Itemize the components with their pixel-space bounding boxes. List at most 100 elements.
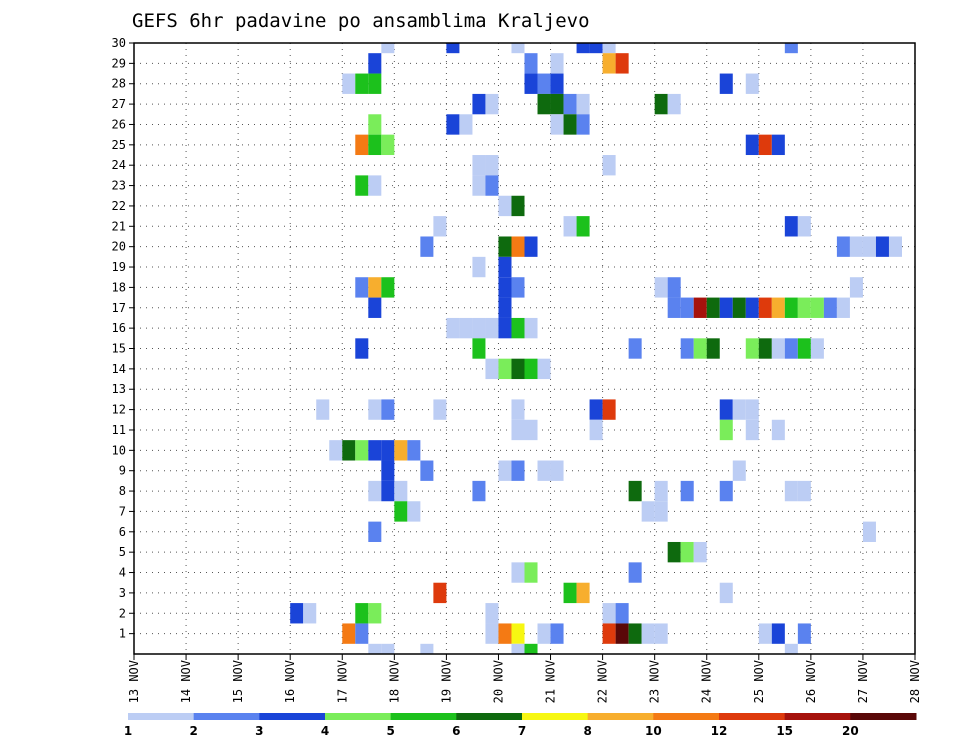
colorbar-label: 10: [645, 724, 662, 738]
precip-cell: [472, 175, 486, 196]
x-tick-label: 15 NOV: [231, 660, 245, 703]
x-tick-label: 13 NOV: [127, 660, 141, 703]
colorbar-label: 8: [583, 724, 591, 738]
colorbar-swatch: [456, 713, 523, 720]
precip-cell: [693, 297, 707, 318]
precip-cell: [680, 297, 694, 318]
precip-cell: [524, 643, 538, 654]
precip-cell: [654, 501, 668, 522]
y-tick-label: 2: [119, 606, 126, 620]
precip-cell: [446, 43, 460, 54]
precip-cell: [784, 480, 798, 502]
precip-cell: [797, 297, 811, 318]
precip-cell: [628, 480, 642, 502]
precip-cell: [381, 643, 395, 654]
colorbar-swatch: [587, 713, 654, 720]
precip-cell: [355, 338, 369, 359]
precip-cell: [680, 338, 694, 359]
precip-cell: [771, 134, 785, 156]
x-tick-label: 16 NOV: [283, 660, 297, 703]
colorbar-swatch: [522, 713, 589, 720]
precip-cell: [576, 93, 590, 115]
x-tick-label: 20 NOV: [491, 660, 505, 703]
x-tick-label: 14 NOV: [179, 660, 193, 703]
precip-cell: [368, 643, 382, 654]
precip-cell: [498, 317, 512, 339]
y-tick-label: 3: [119, 586, 126, 600]
colorbar-swatch: [193, 713, 260, 720]
precip-cell: [485, 155, 499, 176]
precip-cell: [524, 73, 538, 94]
precip-cell: [459, 114, 473, 135]
precip-cell: [888, 236, 902, 257]
precip-cell: [381, 480, 395, 502]
y-tick-label: 20: [112, 240, 126, 254]
y-tick-label: 4: [119, 566, 126, 580]
precip-cell: [680, 541, 694, 563]
precip-cell: [810, 338, 824, 359]
precip-cell: [368, 297, 382, 318]
precip-cell: [628, 623, 642, 644]
colorbar-label: 20: [842, 724, 859, 738]
precip-cell: [680, 480, 694, 502]
precip-cell: [615, 603, 629, 624]
precip-cell: [537, 73, 551, 94]
y-tick-label: 12: [112, 403, 126, 417]
precip-cell: [433, 216, 447, 237]
precip-cell: [511, 460, 525, 481]
y-tick-label: 1: [119, 627, 126, 641]
colorbar-label: 3: [255, 724, 263, 738]
precip-cell: [537, 93, 551, 115]
precip-cell: [602, 155, 616, 176]
colorbar-swatch: [128, 713, 195, 720]
x-tick-label: 27 NOV: [856, 660, 870, 703]
precip-cell: [615, 53, 629, 74]
precip-cell: [498, 358, 512, 380]
precip-cell: [641, 501, 655, 522]
precip-cell: [771, 297, 785, 318]
y-tick-label: 22: [112, 199, 126, 213]
precip-cell: [784, 216, 798, 237]
colorbar-swatch: [719, 713, 786, 720]
y-tick-label: 7: [119, 504, 126, 518]
precip-cell: [628, 338, 642, 359]
precip-cell: [576, 216, 590, 237]
precip-cell: [719, 419, 733, 441]
precip-cell: [498, 236, 512, 257]
precip-cell: [381, 460, 395, 481]
precip-cell: [875, 236, 889, 257]
precip-cell: [394, 480, 408, 502]
colorbar-swatch: [390, 713, 457, 720]
x-tick-label: 26 NOV: [804, 660, 818, 703]
precip-cell: [654, 277, 668, 298]
colorbar-label: 1: [124, 724, 132, 738]
y-tick-label: 5: [119, 545, 126, 559]
x-tick-label: 21 NOV: [544, 660, 558, 703]
precip-cell: [355, 134, 369, 156]
precip-cell: [498, 297, 512, 318]
precip-cell: [771, 623, 785, 644]
precip-cell: [420, 643, 434, 654]
precip-cell: [719, 480, 733, 502]
precip-cell: [368, 480, 382, 502]
precip-cell: [368, 114, 382, 135]
colorbar-swatch: [850, 713, 917, 720]
precip-cell: [485, 358, 499, 380]
y-tick-label: 27: [112, 97, 126, 111]
precip-cell: [485, 623, 499, 644]
precip-cell: [849, 277, 863, 298]
precip-cell: [394, 440, 408, 461]
y-tick-label: 9: [119, 464, 126, 478]
precip-cell: [355, 175, 369, 196]
precip-cell: [355, 623, 369, 644]
precip-cell: [472, 256, 486, 278]
precip-cell: [368, 277, 382, 298]
precip-cell: [368, 399, 382, 420]
precip-cell: [758, 338, 772, 359]
precip-cell: [797, 623, 811, 644]
precip-cell: [511, 643, 525, 654]
precip-cell: [316, 399, 330, 420]
y-tick-label: 23: [112, 179, 126, 193]
precip-cell: [381, 440, 395, 461]
colorbar-label: 4: [321, 724, 329, 738]
